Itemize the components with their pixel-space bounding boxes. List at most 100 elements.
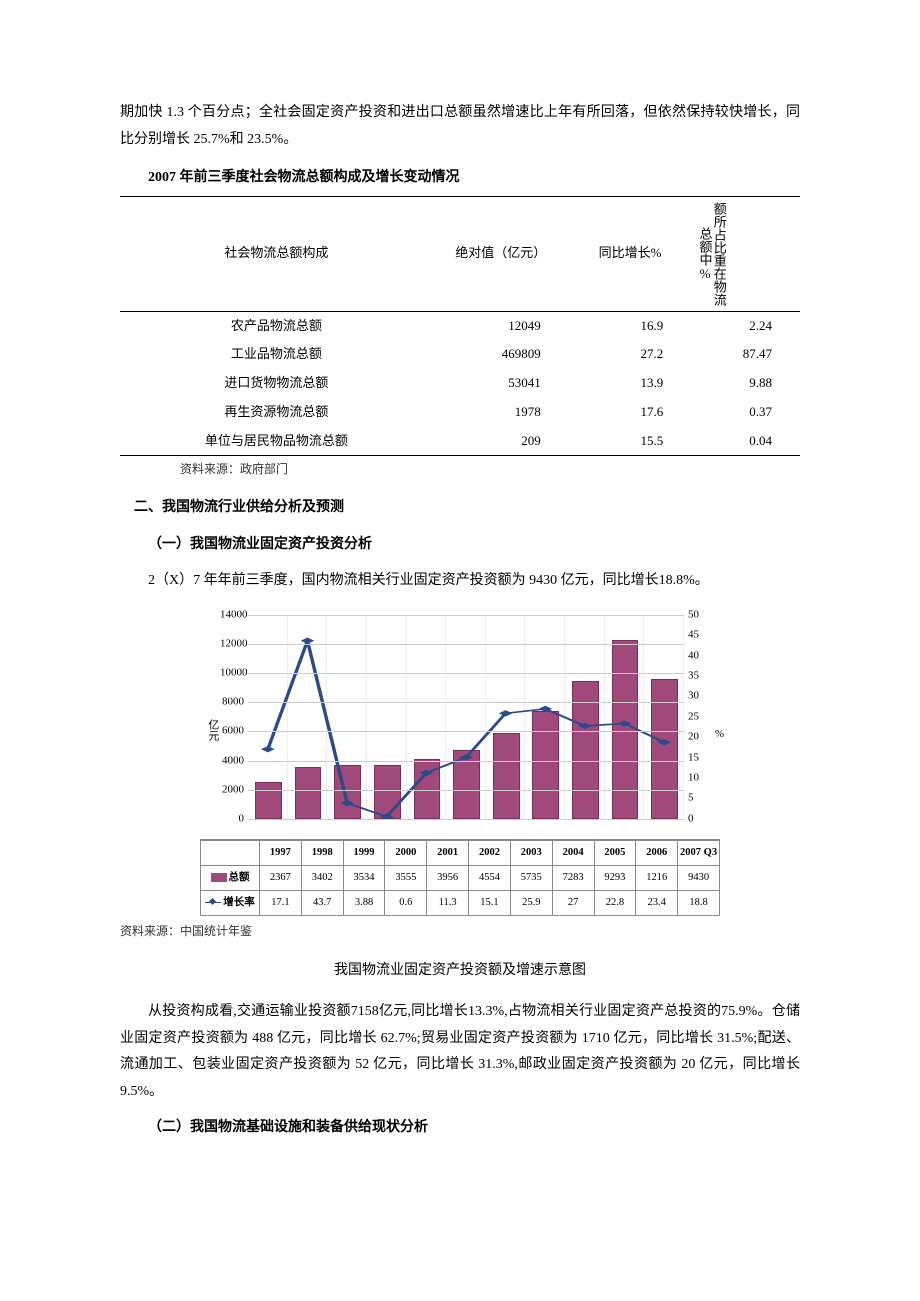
y-left-tick: 8000 bbox=[220, 692, 244, 713]
th-c3: 同比增长% bbox=[569, 196, 691, 311]
table-row: 进口货物物流总额5304113.99.88 bbox=[120, 369, 800, 398]
legend-value: 11.3 bbox=[427, 890, 469, 915]
cell-abs: 53041 bbox=[433, 369, 569, 398]
legend-category: 2003 bbox=[510, 840, 552, 865]
y-right-tick: 20 bbox=[688, 727, 710, 748]
line-icon bbox=[205, 898, 221, 907]
y-right-tick: 35 bbox=[688, 666, 710, 687]
th-c4: 额所占比重在物流总额中% bbox=[691, 196, 800, 311]
legend-value: 23.4 bbox=[636, 890, 678, 915]
y-left-tick: 6000 bbox=[220, 721, 244, 742]
cell-yoy: 15.5 bbox=[569, 427, 691, 456]
cell-share: 0.37 bbox=[691, 398, 800, 427]
legend-category: 2002 bbox=[469, 840, 511, 865]
table-row: 农产品物流总额1204916.92.24 bbox=[120, 311, 800, 340]
legend-value: 4554 bbox=[469, 865, 511, 890]
legend-category: 1998 bbox=[301, 840, 343, 865]
y-right-tick: 50 bbox=[688, 604, 710, 625]
legend-category: 2001 bbox=[427, 840, 469, 865]
legend-value: 3555 bbox=[385, 865, 427, 890]
line-marker bbox=[499, 710, 513, 716]
cell-name: 进口货物物流总额 bbox=[120, 369, 433, 398]
cell-share: 87.47 bbox=[691, 340, 800, 369]
y-right-tick: 15 bbox=[688, 747, 710, 768]
y-right-tick: 40 bbox=[688, 645, 710, 666]
legend-series-label: 增长率 bbox=[201, 890, 260, 915]
y-right-tick: 5 bbox=[688, 788, 710, 809]
chart-legend-table: 1997199819992000200120022003200420052006… bbox=[200, 840, 720, 916]
cell-share: 0.04 bbox=[691, 427, 800, 456]
cell-yoy: 17.6 bbox=[569, 398, 691, 427]
legend-series-label: 总额 bbox=[201, 865, 260, 890]
legend-value: 18.8 bbox=[678, 890, 720, 915]
legend-value: 3534 bbox=[343, 865, 385, 890]
cell-share: 9.88 bbox=[691, 369, 800, 398]
legend-value: 7283 bbox=[552, 865, 594, 890]
legend-value: 9430 bbox=[678, 865, 720, 890]
legend-value: 25.9 bbox=[510, 890, 552, 915]
legend-category: 2006 bbox=[636, 840, 678, 865]
legend-value: 43.7 bbox=[301, 890, 343, 915]
y-left-tick: 14000 bbox=[220, 604, 244, 625]
legend-category: 2000 bbox=[385, 840, 427, 865]
cell-name: 农产品物流总额 bbox=[120, 311, 433, 340]
th-c1: 社会物流总额构成 bbox=[120, 196, 433, 311]
legend-value: 1216 bbox=[636, 865, 678, 890]
heading-3-2: （二）我国物流基础设施和装备供给现状分析 bbox=[120, 1115, 800, 1142]
cell-yoy: 13.9 bbox=[569, 369, 691, 398]
legend-category: 2007 Q3 bbox=[678, 840, 720, 865]
legend-value: 22.8 bbox=[594, 890, 636, 915]
legend-category: 2005 bbox=[594, 840, 636, 865]
th-c2: 绝对值（亿元） bbox=[433, 196, 569, 311]
cell-abs: 1978 bbox=[433, 398, 569, 427]
cell-yoy: 16.9 bbox=[569, 311, 691, 340]
legend-value: 5735 bbox=[510, 865, 552, 890]
legend-category: 1999 bbox=[343, 840, 385, 865]
chart-container: 亿元 % 02000400060008000100001200014000051… bbox=[200, 609, 720, 916]
legend-value: 3956 bbox=[427, 865, 469, 890]
para-2: 2（X）7 年年前三季度，国内物流相关行业固定资产投资额为 9430 亿元，同比… bbox=[120, 568, 800, 595]
cell-name: 再生资源物流总额 bbox=[120, 398, 433, 427]
cell-yoy: 27.2 bbox=[569, 340, 691, 369]
y-right-tick: 10 bbox=[688, 768, 710, 789]
table-row: 工业品物流总额46980927.287.47 bbox=[120, 340, 800, 369]
cell-abs: 12049 bbox=[433, 311, 569, 340]
table1-title: 2007 年前三季度社会物流总额构成及增长变动情况 bbox=[120, 165, 800, 192]
intro-paragraph: 期加快 1.3 个百分点；全社会固定资产投资和进出口总额虽然增速比上年有所回落，… bbox=[120, 100, 800, 153]
y-right-tick: 25 bbox=[688, 706, 710, 727]
legend-value: 27 bbox=[552, 890, 594, 915]
y-right-tick: 30 bbox=[688, 686, 710, 707]
table-row: 再生资源物流总额197817.60.37 bbox=[120, 398, 800, 427]
cell-share: 2.24 bbox=[691, 311, 800, 340]
table1-source: 资料来源：政府部门 bbox=[180, 458, 800, 481]
line-marker bbox=[301, 637, 315, 643]
y-left-tick: 2000 bbox=[220, 779, 244, 800]
table1: 社会物流总额构成 绝对值（亿元） 同比增长% 额所占比重在物流总额中% 农产品物… bbox=[120, 196, 800, 456]
y-left-tick: 0 bbox=[220, 808, 244, 829]
cell-abs: 209 bbox=[433, 427, 569, 456]
chart-source: 资料来源：中国统计年鉴 bbox=[120, 920, 800, 943]
y-left-tick: 10000 bbox=[220, 663, 244, 684]
legend-category: 1997 bbox=[260, 840, 302, 865]
cell-name: 工业品物流总额 bbox=[120, 340, 433, 369]
legend-value: 0.6 bbox=[385, 890, 427, 915]
chart-caption: 我国物流业固定资产投资额及增速示意图 bbox=[120, 958, 800, 985]
heading-2-1: 二、我国物流行业供给分析及预测 bbox=[120, 495, 800, 522]
bar-icon bbox=[211, 873, 227, 882]
legend-value: 9293 bbox=[594, 865, 636, 890]
y-right-tick: 0 bbox=[688, 808, 710, 829]
y-right-tick: 45 bbox=[688, 625, 710, 646]
legend-value: 3402 bbox=[301, 865, 343, 890]
legend-value: 15.1 bbox=[469, 890, 511, 915]
legend-value: 3.88 bbox=[343, 890, 385, 915]
y-right-title: % bbox=[715, 724, 724, 745]
legend-value: 17.1 bbox=[260, 890, 302, 915]
heading-3-1: （一）我国物流业固定资产投资分析 bbox=[120, 532, 800, 559]
legend-value: 2367 bbox=[260, 865, 302, 890]
line-marker bbox=[261, 746, 275, 752]
table-row: 单位与居民物品物流总额20915.50.04 bbox=[120, 427, 800, 456]
cell-abs: 469809 bbox=[433, 340, 569, 369]
legend-category: 2004 bbox=[552, 840, 594, 865]
y-left-tick: 12000 bbox=[220, 633, 244, 654]
cell-name: 单位与居民物品物流总额 bbox=[120, 427, 433, 456]
